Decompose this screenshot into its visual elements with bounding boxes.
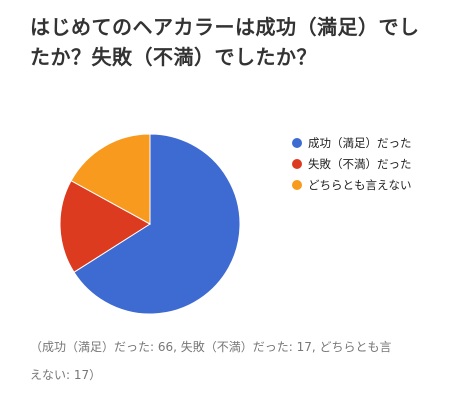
pie-slice-neutral — [70, 133, 151, 225]
chart-footnote: （成功（満足）だった: 66, 失敗（不満）だった: 17, どちらとも言 えな… — [30, 333, 440, 389]
chart-footnote-line-2: えない: 17） — [30, 368, 102, 382]
legend-swatch-neutral — [292, 179, 302, 190]
legend-label-neutral: どちらとも言えない — [308, 177, 412, 192]
chart-title: はじめてのヘアカラーは成功（満足）でし たか？失敗（不満）でしたか？ — [30, 12, 440, 72]
legend-item-success: 成功（満足）だった — [292, 132, 412, 153]
pie-slice-success — [73, 133, 241, 315]
legend-item-failure: 失敗（不満）だった — [292, 153, 412, 174]
legend-swatch-success — [292, 137, 302, 148]
legend-label-failure: 失敗（不満）だった — [308, 156, 412, 171]
pie-slice-failure — [59, 179, 151, 273]
chart-legend: 成功（満足）だった 失敗（不満）だった どちらとも言えない — [292, 132, 412, 195]
legend-label-success: 成功（満足）だった — [308, 135, 412, 150]
legend-item-neutral: どちらとも言えない — [292, 174, 412, 195]
chart-footnote-line-1: （成功（満足）だった: 66, 失敗（不満）だった: 17, どちらとも言 — [30, 340, 392, 354]
legend-swatch-failure — [292, 158, 302, 169]
chart-title-line-2: たか？失敗（不満）でしたか？ — [30, 45, 317, 69]
chart-title-line-1: はじめてのヘアカラーは成功（満足）でし — [30, 15, 420, 39]
